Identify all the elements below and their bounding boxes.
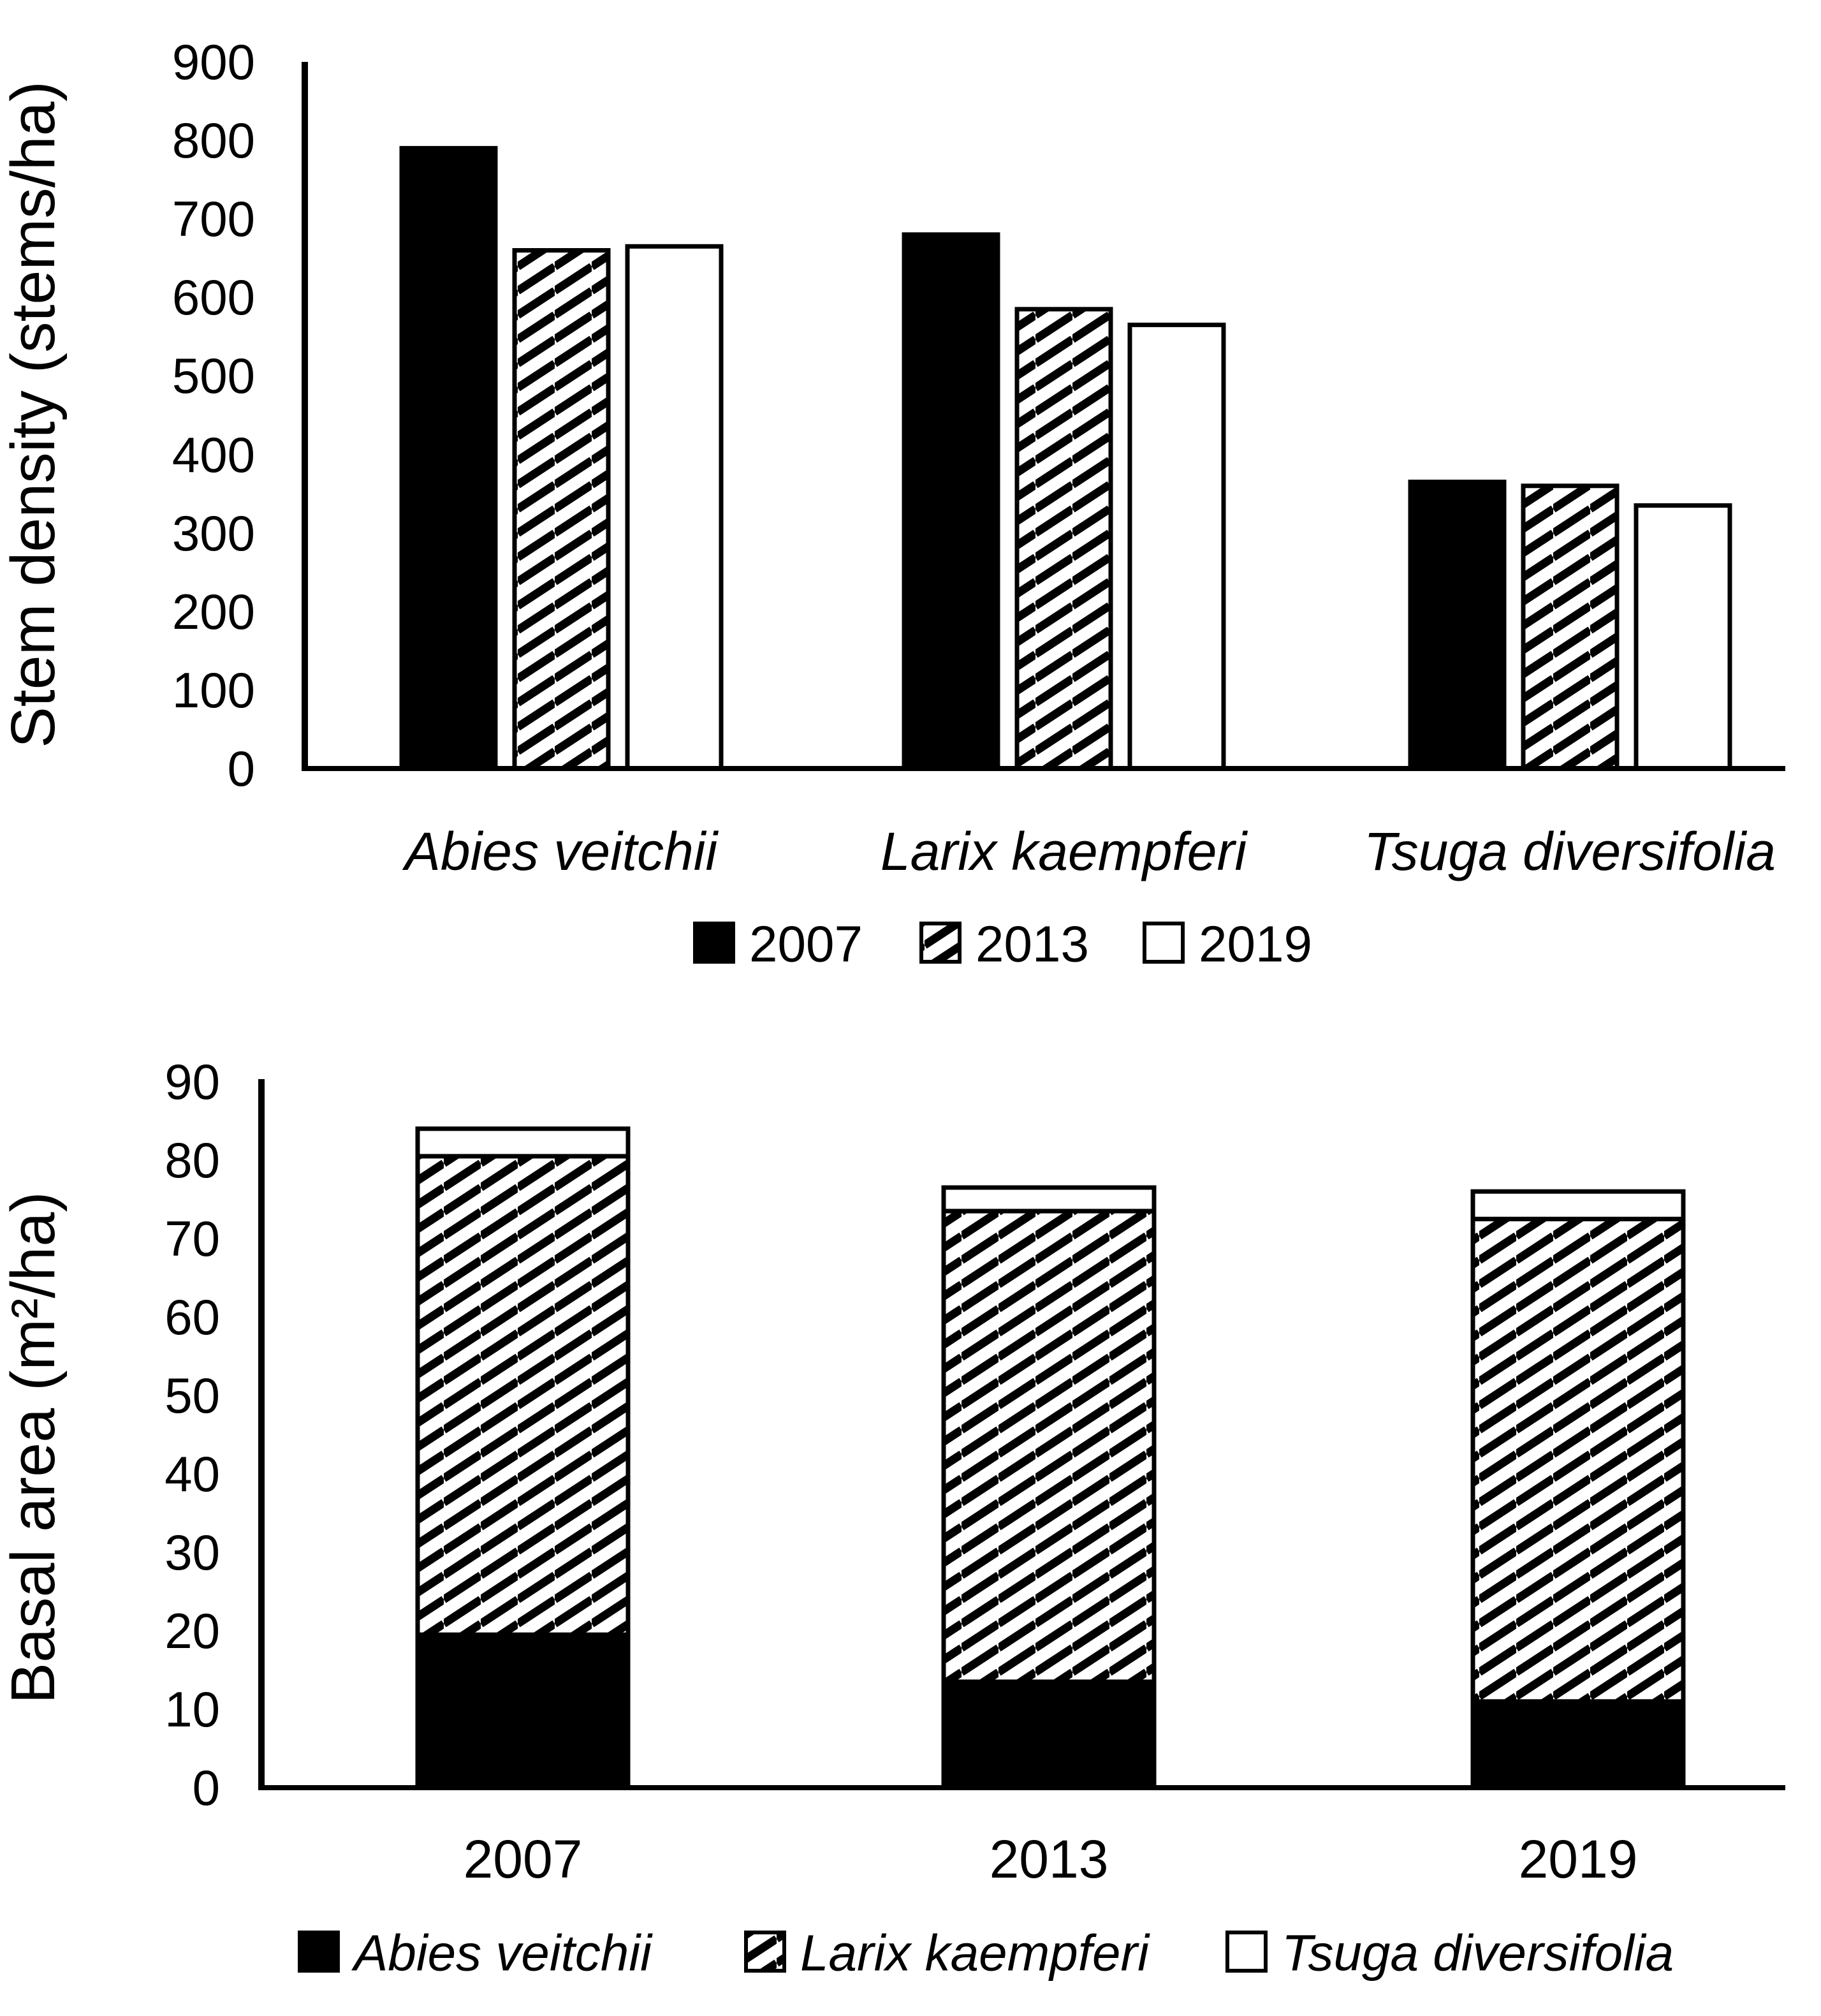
y-tick: 500: [172, 348, 255, 404]
basal-area-chart: Basal area (m²/ha) 90 80 70 60 50 40 30 …: [0, 1054, 1785, 1982]
segment-abies-veitchii-2019: [1470, 1699, 1686, 1790]
basal-area-category-labels: 2007 2013 2019: [464, 1829, 1638, 1889]
y-tick: 0: [228, 740, 255, 797]
basal-area-legend: Abies veitchii Larix kaempferi Tsuga div…: [298, 1925, 1674, 1982]
category-label-tsuga: Tsuga diversifolia: [1364, 821, 1776, 881]
y-tick: 80: [165, 1132, 220, 1188]
category-label-2007: 2007: [464, 1829, 583, 1889]
segment-abies-veitchii-2007: [415, 1632, 631, 1790]
legend-label-abies: Abies veitchii: [351, 1925, 653, 1982]
bar-2007-larix-kaempferi: [902, 232, 1000, 771]
stem-density-category-labels: Abies veitchii Larix kaempferi Tsuga div…: [402, 821, 1776, 881]
y-tick: 60: [165, 1289, 220, 1345]
category-label-abies: Abies veitchii: [402, 821, 719, 881]
segment-tsuga-diversifolia-2013: [941, 1185, 1157, 1214]
stem-density-legend: 2007 2013 2019: [693, 916, 1312, 973]
y-tick: 0: [193, 1760, 220, 1816]
legend-label-2013: 2013: [976, 916, 1089, 973]
bar-2007-tsuga-diversifolia: [1408, 480, 1507, 771]
y-tick: 900: [172, 34, 255, 90]
basal-area-y-axis-title: Basal area (m²/ha): [0, 1191, 68, 1703]
bar-2013-abies-veitchii: [512, 248, 611, 771]
category-label-2013: 2013: [990, 1829, 1109, 1889]
legend-swatch-abies-solid: [298, 1931, 340, 1973]
y-tick: 100: [172, 662, 255, 718]
y-tick: 50: [165, 1367, 220, 1424]
stem-density-y-tick-labels: 900 800 700 600 500 400 300 200 100 0: [172, 34, 255, 797]
y-tick: 800: [172, 112, 255, 168]
y-tick: 30: [165, 1524, 220, 1580]
stem-density-bars: [399, 145, 1732, 771]
legend-label-2019: 2019: [1199, 916, 1312, 973]
y-tick: 700: [172, 191, 255, 247]
category-label-2019: 2019: [1519, 1829, 1638, 1889]
bar-2013-tsuga-diversifolia: [1521, 483, 1620, 771]
segment-larix-kaempferi-2013: [941, 1209, 1157, 1684]
y-tick: 10: [165, 1681, 220, 1737]
legend-swatch-2007-solid: [693, 922, 735, 964]
segment-larix-kaempferi-2007: [415, 1154, 631, 1637]
y-tick: 300: [172, 505, 255, 561]
stem-density-chart: Stem density (stems/ha) 900 800 700 600 …: [0, 34, 1785, 973]
y-tick: 90: [165, 1054, 220, 1110]
segment-tsuga-diversifolia-2019: [1470, 1189, 1686, 1221]
segment-abies-veitchii-2013: [941, 1679, 1157, 1790]
y-tick: 40: [165, 1446, 220, 1502]
bar-2019-abies-veitchii: [625, 244, 724, 771]
legend-swatch-2019-open: [1143, 922, 1185, 964]
legend-swatch-tsuga-open: [1225, 1931, 1268, 1973]
bar-2007-abies-veitchii: [399, 145, 498, 771]
bar-2019-tsuga-diversifolia: [1634, 503, 1732, 771]
y-tick: 20: [165, 1603, 220, 1659]
stem-density-y-axis-title: Stem density (stems/ha): [0, 81, 68, 748]
legend-label-2007: 2007: [749, 916, 863, 973]
legend-label-larix: Larix kaempferi: [800, 1925, 1150, 1982]
legend-swatch-2013-hatch: [919, 922, 962, 964]
category-label-larix: Larix kaempferi: [881, 821, 1248, 881]
basal-area-bars: [415, 1126, 1686, 1790]
y-tick: 200: [172, 584, 255, 640]
legend-label-tsuga: Tsuga diversifolia: [1282, 1925, 1674, 1982]
y-tick: 600: [172, 269, 255, 325]
bar-2019-larix-kaempferi: [1127, 322, 1226, 771]
segment-tsuga-diversifolia-2007: [415, 1126, 631, 1159]
y-tick: 400: [172, 427, 255, 483]
basal-area-y-tick-labels: 90 80 70 60 50 40 30 20 10 0: [165, 1054, 220, 1816]
legend-swatch-larix-hatch: [744, 1931, 786, 1973]
segment-larix-kaempferi-2019: [1470, 1216, 1686, 1704]
bar-2013-larix-kaempferi: [1014, 307, 1113, 771]
y-tick: 70: [165, 1210, 220, 1267]
